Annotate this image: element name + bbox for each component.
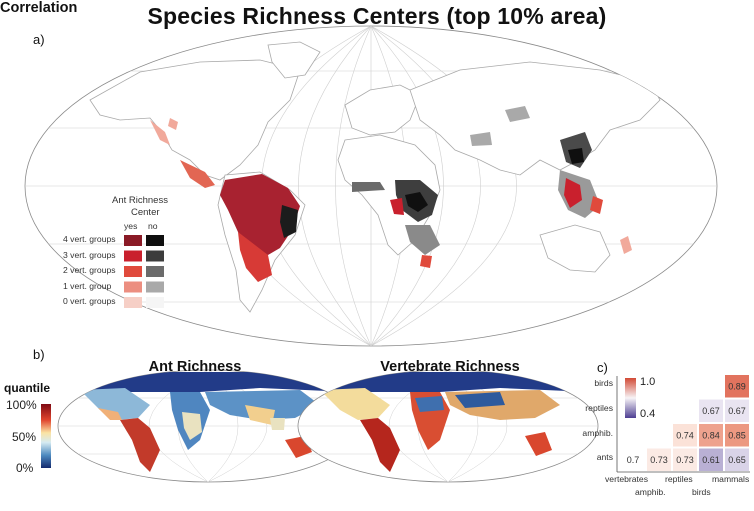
map-vertebrate-richness (297, 369, 599, 483)
legend-col-no: no (148, 221, 158, 231)
correlation-cells: 0.89 0.67 0.67 0.74 0.84 0.85 0.7 0.73 0.73 0.61 0… (621, 375, 749, 471)
corr-row-label: birds (594, 378, 613, 388)
corr-col-label: vertebrates (605, 474, 648, 484)
richness-centers-a (150, 106, 632, 282)
legend-swatch-no (146, 281, 164, 293)
legend-swatch-no (146, 235, 164, 246)
legend-subheading: Center (131, 207, 160, 218)
correlation-cell (673, 424, 697, 447)
correlation-value: 0.73 (650, 455, 668, 465)
correlation-cell (699, 448, 723, 471)
legend-swatch-yes (124, 235, 142, 246)
correlation-cell (725, 424, 749, 447)
corr-colorbar-tick-low: 0.4 (640, 408, 656, 420)
quantile-tick-50: 50% (12, 430, 37, 444)
vertebrate-richness-title: Vertebrate Richness (380, 359, 520, 375)
panel-label-a: a) (33, 32, 45, 47)
correlation-cell (621, 448, 645, 471)
correlation-value: 0.65 (728, 455, 746, 465)
correlation-value: 0.85 (728, 430, 746, 440)
legend-swatch-yes (124, 281, 142, 293)
correlation-title: Correlation (0, 0, 78, 16)
correlation-cell (725, 399, 749, 422)
legend-swatch-no (146, 250, 164, 262)
correlation-value: 0.73 (676, 455, 694, 465)
correlation-cell (673, 448, 697, 471)
legend-row-label: 3 vert. groups (63, 249, 116, 260)
quantile-label: quantile (4, 381, 51, 395)
legend-row-label: 0 vert. groups (63, 296, 116, 306)
legend-swatch-yes (124, 297, 142, 308)
legend-heading: Ant Richness (112, 195, 168, 206)
corr-row-label: ants (596, 452, 613, 462)
legend-swatch-yes (124, 250, 142, 262)
correlation-cell (699, 399, 723, 422)
legend-row-label: 1 vert. group (63, 280, 112, 291)
correlation-value: 0.67 (728, 406, 746, 416)
correlation-value: 0.89 (728, 381, 746, 391)
correlation-colorbar (625, 378, 636, 418)
corr-colorbar-tick-high: 1.0 (640, 376, 656, 388)
correlation-value: 0.7 (627, 455, 640, 465)
panel-label-b: b) (33, 347, 45, 362)
correlation-cell (725, 375, 749, 398)
correlation-cell (699, 424, 723, 447)
legend-swatch-yes (124, 266, 142, 277)
correlation-value: 0.74 (676, 430, 694, 440)
quantile-tick-0: 0% (16, 461, 34, 475)
quantile-tick-100: 100% (6, 398, 37, 412)
corr-row-label: amphib. (582, 428, 613, 438)
figure-title: Species Richness Centers (top 10% area) (147, 3, 607, 29)
panel-label-c: c) (597, 360, 608, 375)
legend-row-label: 4 vert. groups (63, 234, 116, 244)
correlation-axes (616, 376, 750, 473)
correlation-value: 0.84 (702, 430, 720, 440)
map-a (24, 25, 718, 347)
correlation-cell (647, 448, 671, 471)
corr-row-label: reptiles (585, 403, 613, 413)
corr-col-label: reptiles (665, 474, 693, 484)
legend-col-yes: yes (124, 221, 138, 231)
map-ant-richness (57, 369, 359, 483)
legend-swatch-no (146, 297, 164, 308)
corr-col-label: amphib. (635, 487, 666, 497)
correlation-value: 0.61 (702, 455, 720, 465)
corr-col-label: birds (692, 487, 711, 497)
corr-col-label: mammals (712, 474, 750, 484)
legend-row-label: 2 vert. groups (63, 265, 116, 275)
quantile-colorbar (41, 404, 51, 468)
correlation-cell (725, 448, 749, 471)
legend-swatches (124, 235, 164, 308)
legend-swatch-no (146, 266, 164, 277)
correlation-value: 0.67 (702, 406, 720, 416)
ant-richness-title: Ant Richness (148, 359, 242, 375)
